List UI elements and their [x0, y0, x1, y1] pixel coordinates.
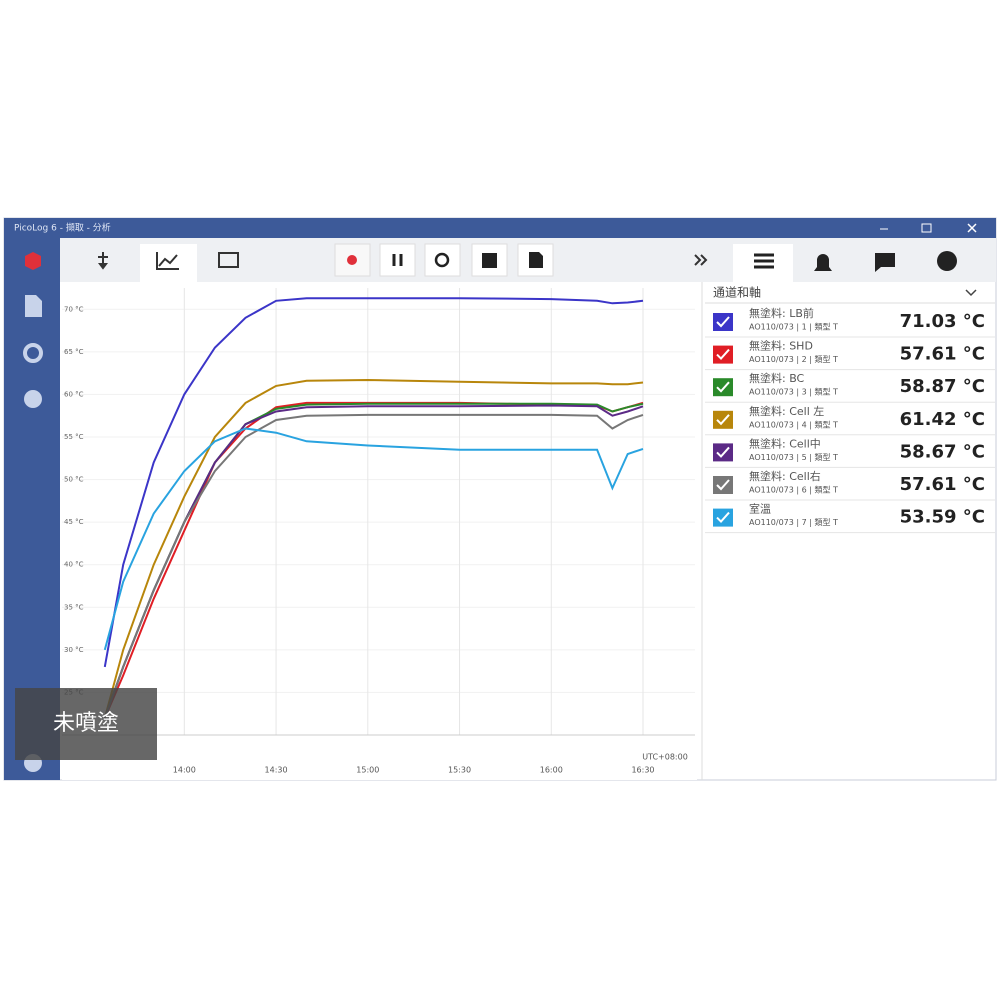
channel-checkbox[interactable] [713, 345, 733, 364]
checkbox-check [716, 446, 730, 458]
checkbox-check [716, 316, 730, 328]
x-axis-timezone: UTC+08:00 [642, 753, 688, 762]
channel-name: 無塗料: Cell中 [749, 436, 821, 450]
notes-tab-icon[interactable] [875, 253, 895, 272]
channel-reading: 61.42 °C [900, 409, 985, 430]
overlay-box [15, 688, 157, 760]
panel-header: 通道和軸 [713, 286, 761, 300]
channel-checkbox[interactable] [713, 443, 733, 462]
channel-checkbox[interactable] [713, 508, 733, 527]
channel-reading: 53.59 °C [900, 507, 985, 528]
series-line [103, 427, 644, 651]
channel-sub: AO110/073 | 2 | 類型 T [749, 354, 838, 364]
x-tick-label: 14:30 [265, 766, 288, 775]
series-line [103, 378, 644, 719]
channel-sub: AO110/073 | 7 | 類型 T [749, 517, 838, 527]
record-icon [347, 255, 357, 265]
channel-checkbox[interactable] [713, 313, 733, 331]
y-tick-label: 55 °C [64, 433, 84, 441]
graph-tab-icon[interactable] [156, 252, 179, 270]
alarms-tab-icon[interactable] [814, 254, 832, 271]
channel-reading: 57.61 °C [900, 344, 985, 365]
y-tick-label: 65 °C [64, 348, 84, 356]
checkbox-check [716, 511, 730, 524]
channel-sub: AO110/073 | 4 | 類型 T [749, 419, 838, 429]
close-button[interactable] [967, 223, 977, 233]
checkbox-check [716, 381, 730, 393]
series-line [103, 413, 644, 719]
channel-sub: AO110/073 | 5 | 類型 T [749, 452, 838, 462]
save-icon [482, 253, 497, 268]
checkbox-check [716, 348, 730, 361]
export-icon [529, 252, 543, 268]
x-tick-label: 16:00 [540, 766, 563, 775]
channel-name: 無塗料: SHD [749, 339, 813, 353]
channels-tab-active[interactable] [733, 244, 793, 282]
y-tick-label: 45 °C [64, 518, 84, 526]
sidebar-file-icon[interactable] [25, 295, 42, 317]
window-title: PicoLog 6 - 擷取 - 分析 [14, 222, 111, 234]
series-line [103, 297, 644, 668]
channel-checkbox[interactable] [713, 476, 733, 494]
panel-header-dropdown[interactable] [965, 289, 977, 297]
channel-sub: AO110/073 | 1 | 類型 T [749, 322, 838, 332]
y-tick-label: 60 °C [64, 390, 84, 398]
collapse-panel-button[interactable] [694, 254, 708, 266]
channel-checkbox[interactable] [713, 378, 733, 397]
x-tick-label: 16:30 [631, 766, 654, 775]
channel-checkbox[interactable] [713, 410, 733, 429]
y-tick-label: 70 °C [64, 305, 84, 313]
channel-name: 無塗料: Cell 左 [749, 404, 824, 418]
pause-icon [392, 254, 403, 266]
pause-button[interactable] [379, 243, 416, 277]
channels-tab-icon [754, 253, 774, 269]
x-tick-label: 14:00 [173, 766, 196, 775]
sidebar-capture-icon[interactable] [25, 252, 41, 270]
y-tick-label: 50 °C [64, 476, 84, 484]
y-tick-label: 35 °C [64, 603, 84, 611]
chart: 25 °C30 °C35 °C40 °C45 °C50 °C55 °C60 °C… [62, 288, 695, 775]
channel-name: 室溫 [749, 502, 771, 516]
sidebar-settings-icon[interactable] [23, 343, 43, 363]
channel-name: 無塗料: BC [749, 371, 805, 385]
device-tab-icon[interactable] [98, 252, 108, 270]
channel-sub: AO110/073 | 6 | 類型 T [749, 485, 838, 495]
x-tick-label: 15:00 [356, 766, 379, 775]
maximize-button[interactable] [921, 223, 932, 233]
channel-reading: 57.61 °C [900, 474, 985, 495]
plot-area [62, 286, 697, 780]
checkbox-check [716, 414, 730, 426]
channel-reading: 71.03 °C [900, 311, 985, 332]
x-tick-label: 15:30 [448, 766, 471, 775]
channel-list: 無塗料: LB前 AO110/073 | 1 | 類型 T 71.03 °C 無塗料:… [705, 306, 995, 534]
y-tick-label: 40 °C [64, 561, 84, 569]
table-tab-icon[interactable] [218, 252, 239, 268]
overlay-label: 未噴塗 [53, 711, 119, 736]
title-bar [4, 218, 996, 238]
channel-reading: 58.67 °C [900, 441, 985, 462]
channel-name: 無塗料: Cell右 [749, 469, 821, 483]
sidebar-help-icon[interactable] [24, 390, 42, 408]
restart-button[interactable] [424, 243, 461, 277]
channel-name: 無塗料: LB前 [749, 306, 814, 320]
y-tick-label: 30 °C [64, 646, 84, 654]
channel-reading: 58.87 °C [900, 376, 985, 397]
info-tab-icon[interactable] [937, 251, 957, 271]
channel-sub: AO110/073 | 3 | 類型 T [749, 387, 838, 397]
restart-icon [434, 252, 450, 268]
checkbox-check [716, 479, 730, 491]
